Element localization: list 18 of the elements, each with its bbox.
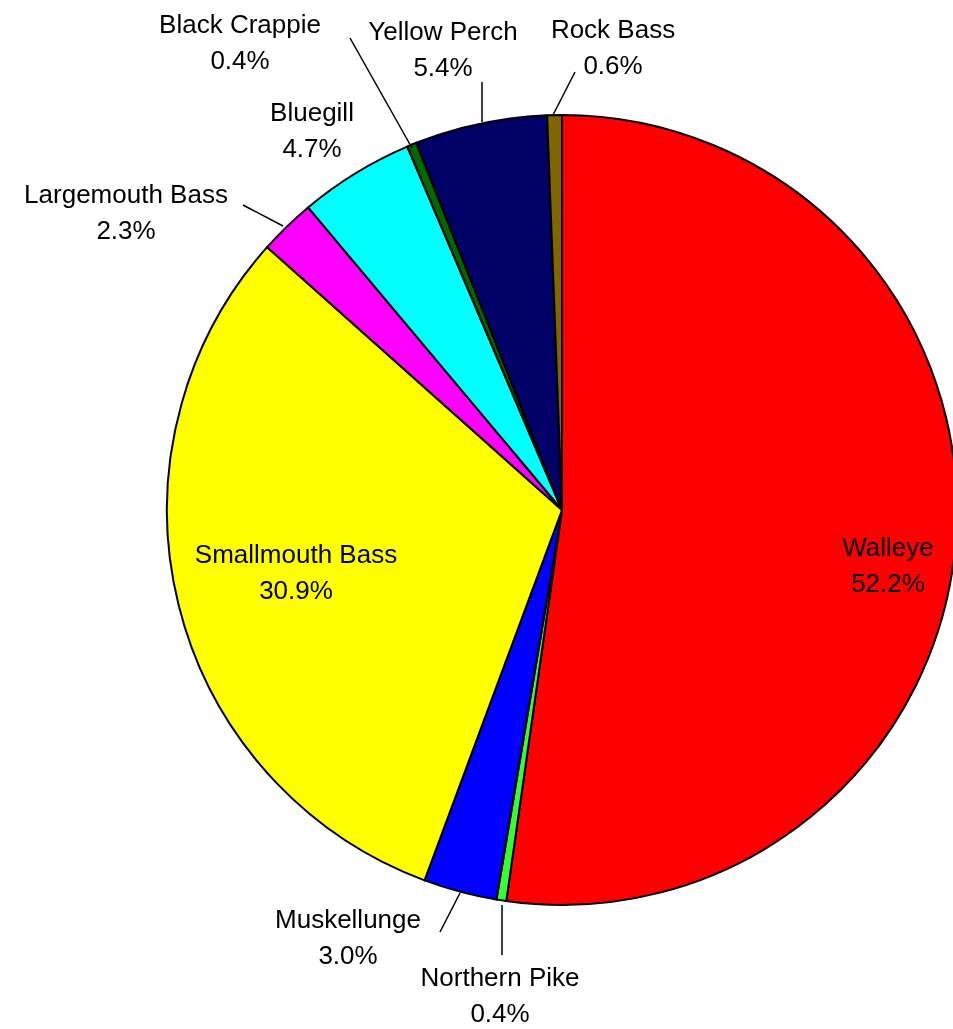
data-label: 0.4%: [210, 45, 270, 75]
slice-label: Bluegill: [270, 97, 354, 127]
slice-label: Smallmouth Bass: [194, 539, 398, 569]
slice-label: Black Crappie: [159, 9, 321, 39]
slice-label: Muskellunge: [275, 904, 421, 934]
data-label: 2.3%: [96, 215, 156, 245]
data-label: 52.2%: [851, 568, 925, 598]
data-label: 0.4%: [470, 998, 530, 1028]
slice-label: Rock Bass: [550, 14, 676, 44]
data-label: 0.6%: [583, 50, 643, 80]
data-label: 5.4%: [413, 52, 473, 82]
slice-label: Largemouth Bass: [24, 179, 228, 209]
slice-label: Northern Pike: [420, 962, 580, 992]
slice-label: Yellow Perch: [368, 16, 518, 46]
slice-label: Walleye: [842, 532, 934, 562]
data-label: 4.7%: [282, 133, 342, 163]
data-label: 30.9%: [259, 575, 333, 605]
data-label: 3.0%: [318, 940, 378, 970]
